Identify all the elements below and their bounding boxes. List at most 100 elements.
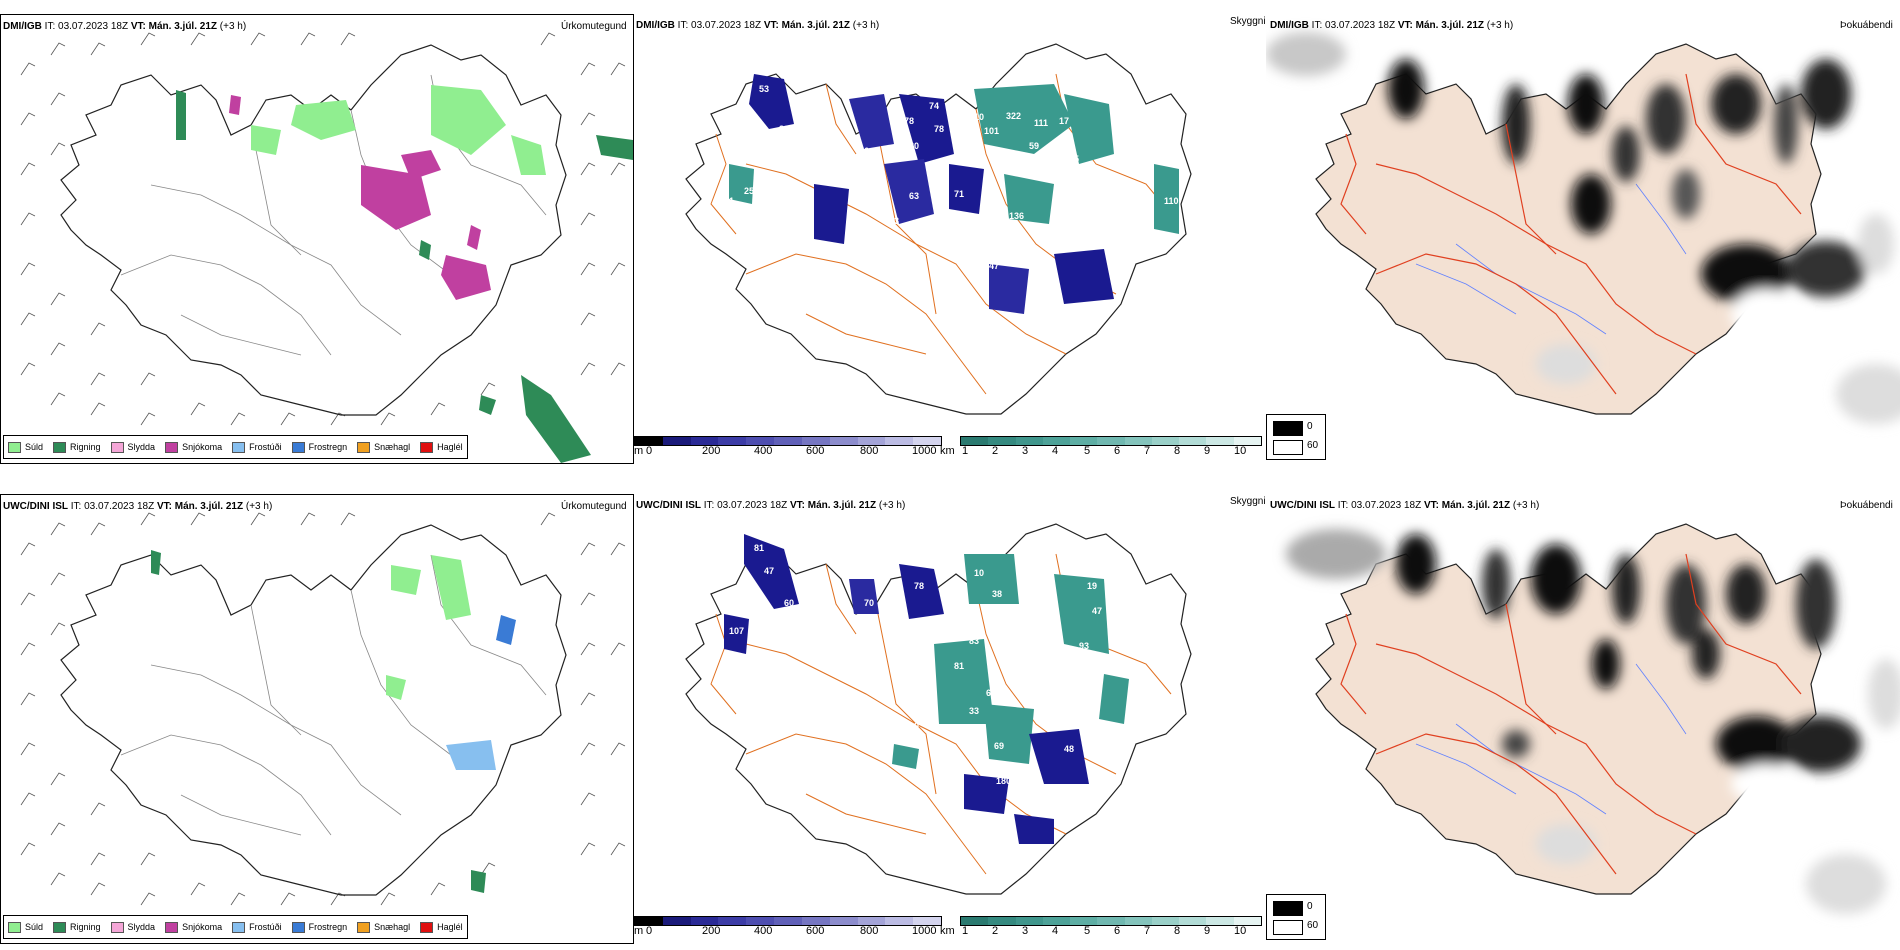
svg-text:104: 104 — [874, 261, 889, 271]
cloud-title: Skyggni — [1230, 16, 1266, 27]
svg-text:59: 59 — [1029, 141, 1039, 151]
svg-text:322: 322 — [1006, 111, 1021, 121]
legend-item-snjokoma: Snjókoma — [165, 921, 222, 933]
legend-item-frostudi: Frostúði — [232, 441, 282, 453]
svg-text:78: 78 — [904, 116, 914, 126]
svg-text:64: 64 — [986, 688, 996, 698]
legend-item-snaehagl: Snæhagl — [357, 441, 410, 453]
header-row2-vis: UWC/DINI ISL IT: 03.07.2023 18Z VT: Mán.… — [1270, 500, 1540, 511]
header-row1-cloud: DMI/IGB IT: 03.07.2023 18Z VT: Mán. 3.jú… — [636, 20, 880, 31]
iceland-map-vis — [1266, 32, 1900, 424]
svg-text:76: 76 — [859, 146, 869, 156]
svg-text:81: 81 — [954, 661, 964, 671]
svg-text:75: 75 — [1119, 263, 1129, 273]
svg-text:210: 210 — [904, 721, 919, 731]
iceland-map-precip-2 — [20, 512, 626, 906]
svg-text:74: 74 — [894, 244, 904, 254]
svg-text:90: 90 — [1039, 263, 1049, 273]
legend-item-slydda: Slydda — [110, 441, 155, 453]
vis-panel-row2: UWC/DINI ISL IT: 03.07.2023 18Z VT: Mán.… — [1266, 494, 1900, 942]
svg-text:60: 60 — [784, 598, 794, 608]
legend-item-haglel: Haglél — [420, 921, 463, 933]
svg-text:78: 78 — [934, 124, 944, 134]
svg-text:53: 53 — [759, 84, 769, 94]
height-colorbar — [634, 916, 942, 926]
vis-panel-row1: DMI/IGB IT: 03.07.2023 18Z VT: Mán. 3.jú… — [1266, 14, 1900, 462]
svg-text:18: 18 — [1012, 166, 1022, 176]
header-row2-precip: UWC/DINI ISL IT: 03.07.2023 18Z VT: Mán.… — [3, 501, 273, 512]
legend-item-frostudi: Frostúði — [232, 921, 282, 933]
vis-title: Þokuábendi — [1840, 20, 1893, 31]
svg-text:86: 86 — [779, 124, 789, 134]
precip-legend-row1: Súld Rigning Slydda Snjókoma Frostúði Fr… — [3, 435, 468, 459]
svg-text:10: 10 — [974, 112, 984, 122]
precip-areas — [176, 85, 633, 463]
fog-shading — [1266, 32, 1900, 424]
height-unit: m — [634, 445, 644, 457]
svg-text:10: 10 — [974, 568, 984, 578]
precip-title-2: Úrkomutegund — [561, 501, 627, 512]
svg-text:19: 19 — [1087, 581, 1097, 591]
svg-text:71: 71 — [954, 189, 964, 199]
legend-item-frostregn: Frostregn — [291, 441, 347, 453]
svg-text:78: 78 — [954, 104, 964, 114]
svg-text:17: 17 — [1059, 116, 1069, 126]
svg-text:100: 100 — [1032, 591, 1047, 601]
svg-text:85: 85 — [1069, 154, 1079, 164]
precip-panel-row1: DMI/IGB IT: 03.07.2023 18Z VT: Mán. 3.jú… — [0, 14, 634, 464]
svg-text:74: 74 — [929, 101, 939, 111]
svg-text:110: 110 — [1164, 196, 1179, 206]
svg-text:107: 107 — [1034, 604, 1049, 614]
svg-text:180: 180 — [996, 776, 1011, 786]
legend-item-sold: Súld — [8, 441, 43, 453]
svg-text:20: 20 — [1039, 616, 1049, 626]
vis-legend-row2: 0 60 — [1266, 894, 1326, 940]
legend-item-snjokoma: Snjókoma — [165, 441, 222, 453]
svg-text:83: 83 — [969, 636, 979, 646]
fog-shading-2 — [1286, 529, 1900, 914]
vis-title-2: Þokuábendi — [1840, 500, 1893, 511]
svg-text:90: 90 — [959, 236, 969, 246]
cloud-panel-row1: 53 86 76 78 74 61 25 80 78 78 10 322 111… — [634, 14, 1266, 462]
svg-text:101: 101 — [984, 126, 999, 136]
svg-text:111: 111 — [1034, 118, 1048, 128]
svg-text:25: 25 — [744, 186, 754, 196]
svg-text:136: 136 — [1009, 211, 1024, 221]
svg-text:80: 80 — [909, 141, 919, 151]
svg-text:47: 47 — [989, 261, 999, 271]
cloud-panel-row2: 81 47 60 107 70 78 10 38 100 19 107 20 4… — [634, 494, 1266, 942]
svg-text:10: 10 — [1044, 156, 1054, 166]
svg-text:47: 47 — [1092, 606, 1102, 616]
km-colorbar — [960, 916, 1262, 926]
cloud-areas-2 — [724, 534, 1129, 844]
iceland-map-vis-2 — [1286, 494, 1900, 914]
svg-text:61: 61 — [724, 196, 734, 206]
svg-text:33: 33 — [969, 706, 979, 716]
cloud-numbers: 53 86 76 78 74 61 25 80 78 78 10 322 111… — [724, 84, 1179, 273]
svg-text:107: 107 — [729, 626, 744, 636]
km-unit: km — [940, 445, 955, 457]
svg-text:93: 93 — [1079, 641, 1089, 651]
cloud-numbers-2: 81 47 60 107 70 78 10 38 100 19 107 20 4… — [729, 543, 1102, 786]
cloud-colorbars-row2: m 0 200 400 600 800 1000 km 1 2 3 4 5 6 … — [634, 916, 1266, 942]
legend-item-rigning: Rigning — [53, 441, 101, 453]
legend-item-sold: Súld — [8, 921, 43, 933]
legend-item-slydda: Slydda — [110, 921, 155, 933]
svg-text:61: 61 — [804, 219, 814, 229]
cloud-areas — [729, 74, 1179, 314]
vis-legend-row1: 0 60 — [1266, 414, 1326, 460]
legend-item-rigning: Rigning — [53, 921, 101, 933]
header-row1-precip: DMI/IGB IT: 03.07.2023 18Z VT: Mán. 3.jú… — [3, 21, 247, 32]
svg-text:364: 364 — [1042, 683, 1057, 693]
svg-text:69: 69 — [994, 741, 1004, 751]
km-colorbar — [960, 436, 1262, 446]
header-row2-cloud: UWC/DINI ISL IT: 03.07.2023 18Z VT: Mán.… — [636, 500, 906, 511]
svg-text:39: 39 — [1079, 171, 1089, 181]
precip-panel-row2: UWC/DINI ISL IT: 03.07.2023 18Z VT: Mán.… — [0, 494, 634, 944]
svg-text:38: 38 — [992, 589, 1002, 599]
iceland-map-precip — [20, 32, 633, 463]
svg-text:78: 78 — [914, 581, 924, 591]
cloud-title-2: Skyggni — [1230, 496, 1266, 507]
height-colorbar — [634, 436, 942, 446]
cloud-colorbars-row1: m 0 200 400 600 800 1000 km 1 2 3 4 5 6 … — [634, 436, 1266, 462]
